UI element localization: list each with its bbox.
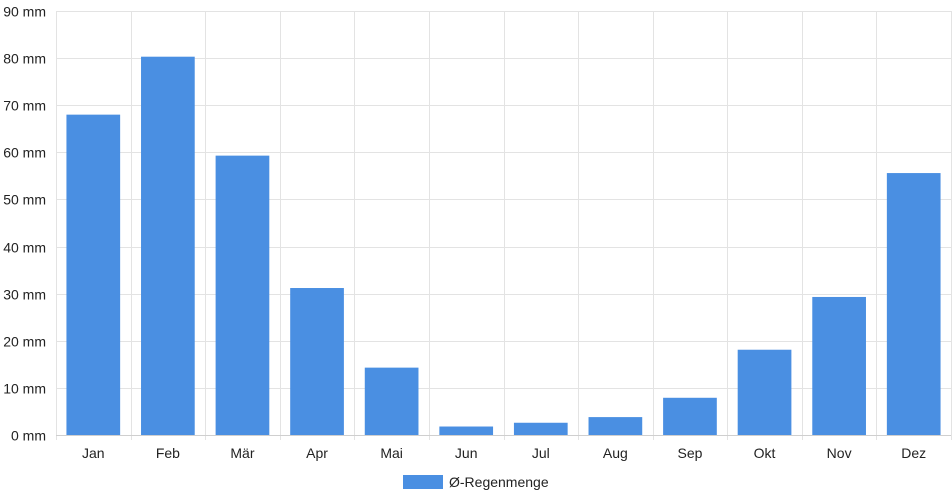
bars (66, 56, 941, 436)
x-tick-label: Dez (901, 445, 926, 461)
bar-apr[interactable] (290, 288, 344, 435)
bar-mär[interactable] (215, 155, 270, 435)
x-tick-label: Apr (306, 445, 328, 461)
x-tick-label: Mär (230, 445, 254, 461)
bar-jul[interactable] (513, 422, 568, 435)
y-tick-label: 10 mm (3, 381, 46, 397)
legend[interactable]: Ø-Regenmenge (403, 474, 549, 490)
legend-label: Ø-Regenmenge (449, 474, 549, 490)
bar-aug[interactable] (588, 417, 643, 435)
y-tick-label: 20 mm (3, 334, 46, 350)
bar-feb[interactable] (141, 56, 195, 435)
y-tick-label: 50 mm (3, 192, 46, 208)
x-tick-label: Mai (380, 445, 403, 461)
bar-dez[interactable] (886, 173, 941, 435)
y-tick-label: 60 mm (3, 145, 46, 161)
x-tick-label: Sep (677, 445, 702, 461)
x-tick-label: Feb (156, 445, 180, 461)
x-tick-label: Jul (532, 445, 550, 461)
y-tick-label: 90 mm (3, 4, 46, 20)
bar-sep[interactable] (663, 397, 717, 435)
y-tick-label: 40 mm (3, 240, 46, 256)
bar-jan[interactable] (66, 114, 121, 436)
x-tick-label: Jan (82, 445, 105, 461)
y-axis-tick-labels: 0 mm 10 mm 20 mm 30 mm 40 mm 50 mm 60 mm 70 mm 8… (3, 4, 46, 444)
x-tick-label: Jun (455, 445, 478, 461)
bar-mai[interactable] (364, 367, 419, 435)
y-tick-label: 80 mm (3, 51, 46, 67)
bar-okt[interactable] (737, 349, 792, 435)
y-tick-label: 0 mm (11, 428, 46, 444)
legend-swatch (403, 475, 443, 489)
y-tick-label: 30 mm (3, 287, 46, 303)
y-tick-label: 70 mm (3, 98, 46, 114)
bar-nov[interactable] (812, 296, 866, 435)
x-tick-label: Okt (754, 445, 776, 461)
bar-jun[interactable] (439, 426, 494, 435)
x-tick-label: Nov (827, 445, 852, 461)
x-axis-tick-labels: Jan Feb Mär Apr Mai Jun Jul Aug Sep Okt Nov Dez (82, 445, 926, 461)
x-tick-label: Aug (603, 445, 628, 461)
